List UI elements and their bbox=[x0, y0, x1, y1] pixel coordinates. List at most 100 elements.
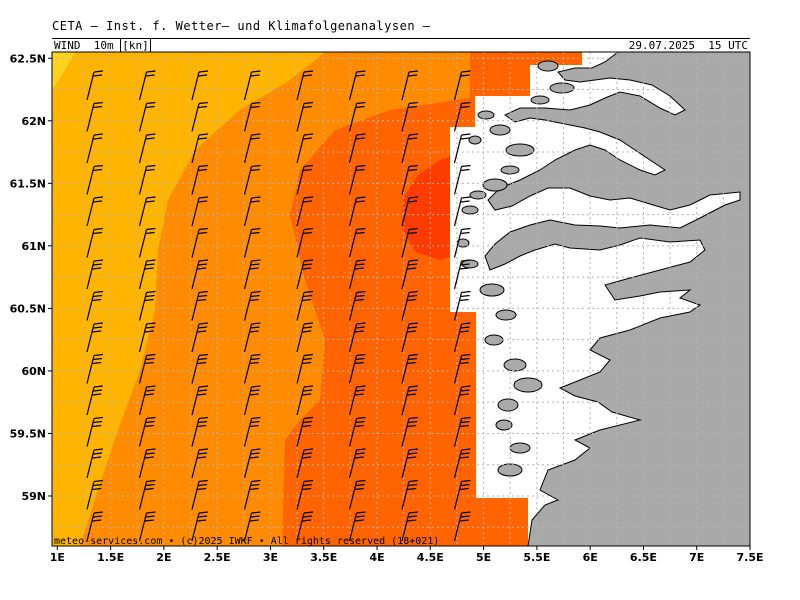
island bbox=[479, 283, 505, 297]
wind-barb bbox=[453, 385, 471, 416]
wind-barb bbox=[401, 70, 419, 101]
island bbox=[489, 124, 511, 136]
norway-coast bbox=[484, 52, 750, 546]
wind-barb bbox=[296, 385, 314, 416]
wind-barb bbox=[191, 196, 209, 227]
wind-barb bbox=[138, 101, 156, 132]
wind-barb bbox=[191, 511, 209, 542]
wind-barb bbox=[243, 133, 261, 164]
plot-frame bbox=[51, 51, 751, 547]
wind-barb bbox=[453, 322, 471, 353]
lon-tick-label: 7.5E bbox=[736, 551, 763, 564]
lon-tick-label: 6.5E bbox=[630, 551, 657, 564]
lon-tick-label: 2E bbox=[156, 551, 171, 564]
island bbox=[497, 463, 523, 477]
lat-tick-label: 59.5N bbox=[10, 427, 46, 440]
field-unit: [kn] bbox=[120, 38, 151, 53]
wind-barb bbox=[191, 385, 209, 416]
wind-barb bbox=[401, 385, 419, 416]
wind-barb bbox=[348, 227, 366, 258]
wind-barb bbox=[138, 416, 156, 447]
wind-barb bbox=[86, 164, 104, 195]
wind-barb bbox=[191, 164, 209, 195]
island bbox=[505, 143, 535, 157]
lon-tick-label: 3.5E bbox=[310, 551, 337, 564]
wind-barb bbox=[401, 164, 419, 195]
wind-barb bbox=[138, 385, 156, 416]
wind-barb bbox=[138, 353, 156, 384]
wind-barb bbox=[138, 164, 156, 195]
wind-barb bbox=[348, 259, 366, 290]
wind-barb bbox=[86, 511, 104, 542]
wind-barb bbox=[348, 196, 366, 227]
island bbox=[477, 110, 495, 120]
island bbox=[509, 442, 531, 454]
wind-barb bbox=[86, 448, 104, 479]
wind-barb bbox=[191, 101, 209, 132]
wind-band-10-15 bbox=[52, 52, 75, 90]
wind-barb bbox=[296, 290, 314, 321]
wind-barb bbox=[401, 196, 419, 227]
lat-tick-label: 62N bbox=[21, 115, 46, 128]
island bbox=[495, 419, 513, 431]
wind-barb bbox=[191, 290, 209, 321]
wind-barb bbox=[138, 322, 156, 353]
wind-barb bbox=[401, 227, 419, 258]
lon-tick-label: 1E bbox=[50, 551, 65, 564]
wind-barb bbox=[348, 511, 366, 542]
wind-barb bbox=[191, 133, 209, 164]
wind-barb bbox=[86, 196, 104, 227]
lon-tick-label: 1.5E bbox=[97, 551, 124, 564]
lon-tick-label: 2.5E bbox=[204, 551, 231, 564]
wind-barb bbox=[348, 70, 366, 101]
island bbox=[530, 95, 550, 105]
map-title: CETA — Inst. f. Wetter– und Klimafolgena… bbox=[52, 19, 431, 33]
lat-tick-label: 62.5N bbox=[10, 52, 46, 65]
island bbox=[469, 190, 487, 200]
lat-tick-label: 59N bbox=[21, 490, 46, 503]
wind-barb bbox=[138, 479, 156, 510]
wind-barb bbox=[296, 353, 314, 384]
wind-barb bbox=[296, 101, 314, 132]
wind-barb bbox=[243, 290, 261, 321]
wind-barb bbox=[138, 448, 156, 479]
wind-barb bbox=[191, 448, 209, 479]
wind-barb bbox=[453, 164, 471, 195]
wind-barb bbox=[243, 448, 261, 479]
wind-barb bbox=[191, 70, 209, 101]
wind-barb bbox=[348, 322, 366, 353]
wind-barb bbox=[243, 227, 261, 258]
wind-barb bbox=[401, 511, 419, 542]
wind-barb bbox=[453, 133, 471, 164]
wind-barb bbox=[453, 227, 471, 258]
wind-barb bbox=[296, 416, 314, 447]
wind-barb bbox=[191, 479, 209, 510]
wind-barb bbox=[86, 70, 104, 101]
wind-barb bbox=[191, 416, 209, 447]
lat-lon-grid bbox=[52, 52, 750, 546]
wind-barb bbox=[348, 133, 366, 164]
island bbox=[513, 377, 543, 393]
lon-tick-label: 7E bbox=[689, 551, 704, 564]
wind-barb bbox=[453, 448, 471, 479]
wind-barb bbox=[138, 227, 156, 258]
wind-barb bbox=[86, 416, 104, 447]
wind-barb bbox=[348, 385, 366, 416]
island bbox=[461, 205, 479, 215]
wind-barb bbox=[191, 322, 209, 353]
wind-barb bbox=[401, 479, 419, 510]
wind-barb bbox=[243, 70, 261, 101]
wind-barb bbox=[348, 448, 366, 479]
island bbox=[468, 135, 482, 145]
lon-tick-label: 5E bbox=[476, 551, 491, 564]
lat-tick-label: 61.5N bbox=[10, 177, 46, 190]
wind-barb bbox=[243, 101, 261, 132]
wind-barb bbox=[348, 416, 366, 447]
wind-barb bbox=[191, 227, 209, 258]
wind-barb bbox=[138, 196, 156, 227]
copyright-footer: meteo-services.com • (c)2025 IWKF • All … bbox=[54, 536, 439, 547]
wind-barb bbox=[453, 416, 471, 447]
wind-barb bbox=[86, 353, 104, 384]
wind-barb bbox=[401, 416, 419, 447]
